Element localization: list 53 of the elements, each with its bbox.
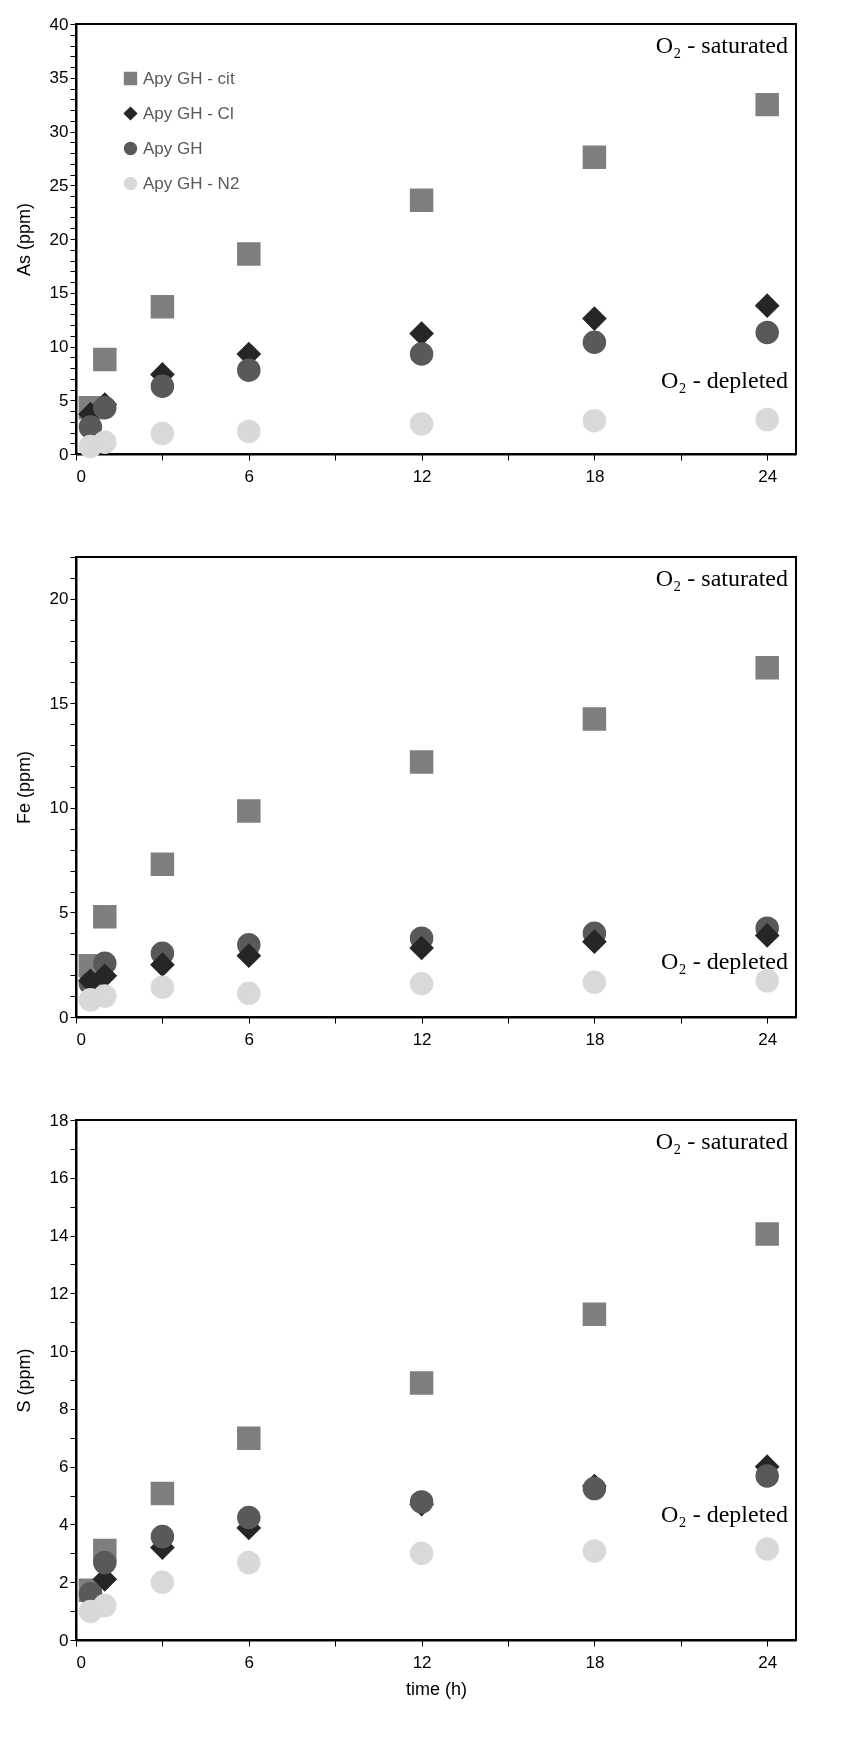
annotation: O₂ - saturated bbox=[655, 565, 788, 591]
x-tick-label: 18 bbox=[585, 1652, 605, 1672]
y-tick-label: 2 bbox=[59, 1572, 69, 1592]
y-axis-title: As (ppm) bbox=[13, 202, 34, 277]
x-tick-label: 18 bbox=[585, 1029, 605, 1049]
y-tick-label: 8 bbox=[59, 1399, 69, 1419]
x-tick-label: 6 bbox=[244, 1652, 255, 1672]
x-tick-label: 24 bbox=[758, 1652, 778, 1672]
legend-label: Apy GH - Cl bbox=[143, 103, 234, 123]
x-tick-label: 0 bbox=[76, 1029, 86, 1049]
legend-label: Apy GH - N2 bbox=[143, 173, 240, 193]
y-tick-label: 20 bbox=[49, 229, 69, 249]
y-tick-label: 5 bbox=[59, 902, 69, 922]
y-tick-label: 0 bbox=[59, 444, 69, 464]
y-tick-label: 18 bbox=[49, 1110, 69, 1130]
x-tick-label: 12 bbox=[412, 1652, 432, 1672]
y-tick-label: 5 bbox=[59, 390, 69, 410]
annotation: O₂ - saturated bbox=[655, 1128, 788, 1154]
y-tick-label: 15 bbox=[49, 693, 69, 713]
x-tick-label: 6 bbox=[244, 466, 255, 486]
y-tick-label: 20 bbox=[49, 589, 69, 609]
y-axis-title: Fe (ppm) bbox=[13, 750, 34, 825]
x-tick-label: 18 bbox=[585, 466, 605, 486]
x-tick-label: 0 bbox=[76, 1652, 86, 1672]
y-tick-label: 16 bbox=[49, 1168, 69, 1188]
y-tick-label: 10 bbox=[49, 1341, 69, 1361]
y-axis-title: S (ppm) bbox=[13, 1348, 34, 1413]
y-tick-label: 40 bbox=[49, 14, 69, 34]
y-tick-label: 14 bbox=[49, 1226, 69, 1246]
x-tick-label: 12 bbox=[412, 1029, 432, 1049]
x-tick-label: 6 bbox=[244, 1029, 255, 1049]
y-tick-label: 10 bbox=[49, 337, 69, 356]
y-tick-label: 35 bbox=[49, 68, 69, 88]
y-tick-label: 12 bbox=[49, 1283, 69, 1303]
x-tick-label: 12 bbox=[412, 466, 432, 486]
legend-label: Apy GH bbox=[143, 138, 203, 158]
y-tick-label: 10 bbox=[49, 798, 69, 818]
legend-label: Apy GH - cit bbox=[143, 68, 235, 88]
x-tick-label: 24 bbox=[758, 1029, 778, 1049]
y-tick-label: 6 bbox=[59, 1457, 69, 1477]
annotation: O₂ - depleted bbox=[661, 947, 788, 974]
y-tick-label: 30 bbox=[49, 122, 69, 141]
y-tick-label: 0 bbox=[59, 1630, 69, 1650]
x-tick-label: 24 bbox=[758, 466, 778, 486]
annotation: O₂ - saturated bbox=[655, 32, 788, 58]
annotation: O₂ - depleted bbox=[661, 366, 788, 393]
y-tick-label: 25 bbox=[49, 175, 69, 195]
y-tick-label: 15 bbox=[49, 283, 69, 303]
annotation: O₂ - depleted bbox=[661, 1501, 788, 1528]
x-tick-label: 0 bbox=[76, 466, 86, 486]
x-axis-title: time (h) bbox=[405, 1678, 468, 1699]
y-tick-label: 0 bbox=[59, 1007, 69, 1027]
y-tick-label: 4 bbox=[59, 1514, 69, 1534]
